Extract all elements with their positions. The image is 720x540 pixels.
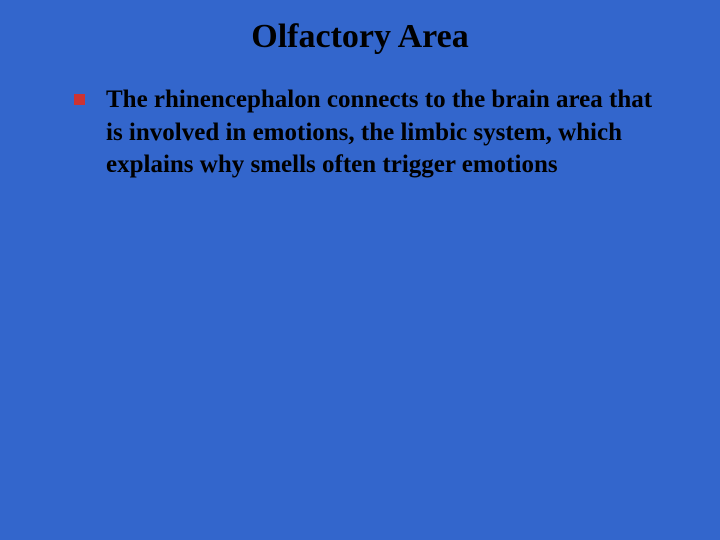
bullet-text: The rhinencephalon connects to the brain…: [106, 86, 652, 178]
slide-title: Olfactory Area: [60, 18, 660, 56]
bullet-item: The rhinencephalon connects to the brain…: [70, 84, 660, 182]
square-bullet-icon: [74, 94, 85, 105]
slide-container: Olfactory Area The rhinencephalon connec…: [0, 0, 720, 540]
bullet-list: The rhinencephalon connects to the brain…: [60, 84, 660, 182]
